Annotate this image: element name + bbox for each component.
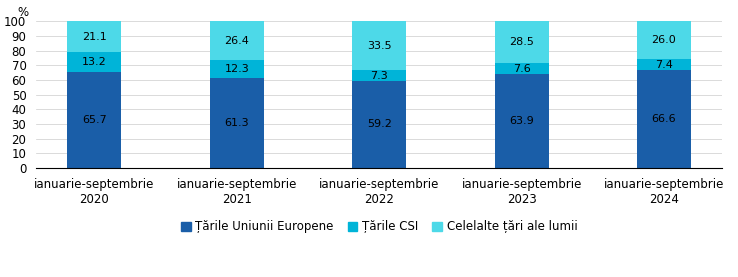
Bar (352, 70, 406, 81)
Text: 7.6: 7.6 (513, 64, 531, 74)
Bar (67, 52, 122, 72)
Text: 26.0: 26.0 (652, 35, 676, 45)
Text: 7.4: 7.4 (655, 60, 673, 70)
Text: 65.7: 65.7 (82, 115, 107, 125)
Bar (494, 21, 548, 63)
Bar (210, 21, 263, 60)
Bar (352, 81, 406, 168)
Text: 66.6: 66.6 (652, 114, 676, 124)
Bar (637, 21, 691, 60)
Legend: Țările Uniunii Europene, Țările CSI, Celelalte țări ale lumii: Țările Uniunii Europene, Țările CSI, Cel… (176, 216, 582, 238)
Bar (494, 63, 548, 74)
Bar (637, 60, 691, 70)
Bar (210, 60, 263, 78)
Text: 13.2: 13.2 (82, 57, 107, 67)
Text: 21.1: 21.1 (82, 32, 107, 42)
Text: 63.9: 63.9 (509, 116, 534, 126)
Text: 59.2: 59.2 (367, 119, 392, 129)
Bar (210, 78, 263, 168)
Text: 61.3: 61.3 (224, 118, 249, 128)
Bar (67, 72, 122, 168)
Text: 26.4: 26.4 (224, 36, 249, 46)
Bar (494, 74, 548, 168)
Bar (67, 21, 122, 52)
Text: %: % (18, 6, 29, 19)
Bar (637, 70, 691, 168)
Text: 33.5: 33.5 (367, 41, 391, 51)
Bar (352, 21, 406, 70)
Text: 28.5: 28.5 (509, 37, 534, 47)
Text: 12.3: 12.3 (224, 64, 249, 74)
Text: 7.3: 7.3 (370, 71, 388, 81)
